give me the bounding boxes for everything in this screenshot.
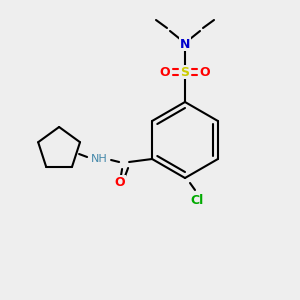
Text: S: S	[181, 65, 190, 79]
Text: O: O	[200, 65, 210, 79]
Text: NH: NH	[91, 154, 107, 164]
Text: O: O	[115, 176, 125, 188]
Text: Cl: Cl	[190, 194, 204, 206]
Text: O: O	[160, 65, 170, 79]
Text: N: N	[180, 38, 190, 50]
